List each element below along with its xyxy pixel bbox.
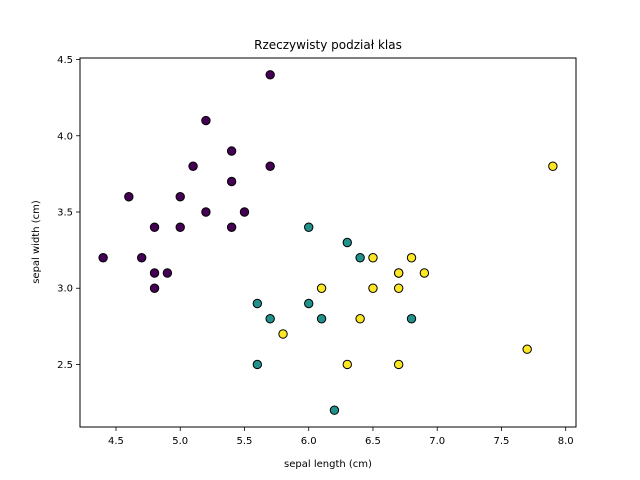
x-tick-label: 5.0	[172, 436, 188, 447]
data-point-class-2	[522, 344, 532, 354]
y-axis-ticks: 2.5 3.0 3.5 4.0 4.5	[57, 55, 80, 371]
data-point-class-0	[188, 161, 198, 171]
data-point-class-0	[98, 253, 108, 263]
data-point-class-2	[406, 253, 417, 263]
data-point-class-0	[265, 70, 275, 80]
data-point-class-0	[226, 146, 237, 156]
y-tick-label: 4.0	[57, 131, 73, 142]
data-point-class-1	[406, 314, 417, 324]
data-point-class-0	[149, 268, 160, 278]
data-point-class-0	[265, 161, 275, 171]
y-tick-label: 4.5	[57, 55, 73, 66]
data-point-class-1	[342, 237, 352, 248]
x-tick-label: 6.5	[365, 436, 381, 447]
data-point-class-0	[136, 253, 147, 263]
data-point-class-1	[329, 405, 340, 415]
data-point-class-0	[162, 268, 173, 278]
x-tick-label: 6.0	[301, 436, 317, 447]
x-tick-label: 7.0	[429, 436, 445, 447]
x-axis-ticks: 4.5 5.0 5.5 6.0 6.5 7.0 7.5 8.0	[108, 427, 574, 447]
data-point-class-1	[304, 298, 314, 309]
data-point-class-0	[175, 222, 185, 232]
data-point-class-2	[355, 314, 365, 324]
x-tick-label: 5.5	[237, 436, 253, 447]
x-tick-label: 7.5	[494, 436, 510, 447]
data-point-class-2	[368, 253, 378, 263]
data-point-class-2	[368, 283, 378, 293]
y-tick-label: 3.0	[57, 284, 73, 295]
data-point-class-2	[393, 283, 404, 293]
data-point-class-0	[124, 192, 134, 202]
chart-title: Rzeczywisty podział klas	[254, 38, 402, 52]
data-point-class-1	[252, 298, 263, 309]
x-tick-label: 8.0	[558, 436, 574, 447]
data-point-class-0	[239, 207, 250, 217]
data-point-class-2	[393, 268, 404, 278]
data-point-class-0	[201, 207, 211, 217]
data-point-class-0	[149, 283, 160, 293]
data-point-class-2	[548, 161, 558, 171]
x-axis-label: sepal length (cm)	[284, 459, 372, 470]
data-points	[98, 70, 558, 415]
data-point-class-2	[342, 359, 352, 370]
x-tick-label: 4.5	[108, 436, 124, 447]
data-point-class-2	[316, 283, 327, 293]
data-point-class-0	[226, 222, 237, 232]
data-point-class-1	[316, 314, 327, 324]
data-point-class-0	[226, 176, 237, 187]
y-tick-label: 3.5	[57, 208, 73, 219]
data-point-class-0	[201, 115, 211, 126]
data-point-class-0	[175, 192, 185, 202]
data-point-class-0	[149, 222, 160, 232]
data-point-class-1	[265, 314, 275, 324]
data-point-class-1	[304, 222, 314, 232]
plot-frame	[79, 57, 577, 428]
y-tick-label: 2.5	[57, 360, 73, 371]
data-point-class-2	[278, 329, 288, 339]
data-point-class-2	[393, 359, 404, 370]
data-point-class-2	[419, 268, 430, 278]
data-point-class-1	[355, 253, 365, 263]
data-point-class-1	[252, 359, 263, 370]
y-axis-label: sepal width (cm)	[31, 200, 42, 284]
